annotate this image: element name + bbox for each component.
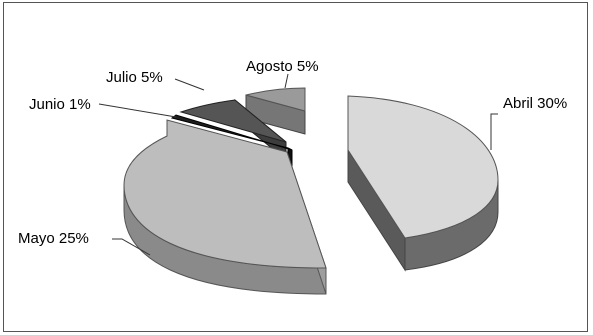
data-label-junio: Junio 1%: [29, 96, 91, 113]
leader-line-abril: [490, 113, 498, 150]
leader-line-junio: [98, 103, 177, 118]
slice-junio-top: [170, 114, 293, 151]
slice-mayo-top: [123, 119, 327, 269]
data-label-mayo: Mayo 25%: [18, 230, 89, 247]
data-label-abril: Abril 30%: [503, 95, 567, 112]
leader-line-agosto: [284, 73, 289, 89]
slice-mayo: [123, 119, 327, 295]
slice-abril: [347, 95, 499, 272]
slice-abril-top: [347, 95, 499, 239]
slice-agosto-top: [245, 87, 306, 112]
slice-julio-top: [179, 99, 287, 143]
data-label-julio: Julio 5%: [106, 69, 163, 86]
leader-line-julio: [174, 78, 205, 91]
leader-line-mayo: [112, 238, 151, 256]
data-label-agosto: Agosto 5%: [246, 58, 319, 75]
